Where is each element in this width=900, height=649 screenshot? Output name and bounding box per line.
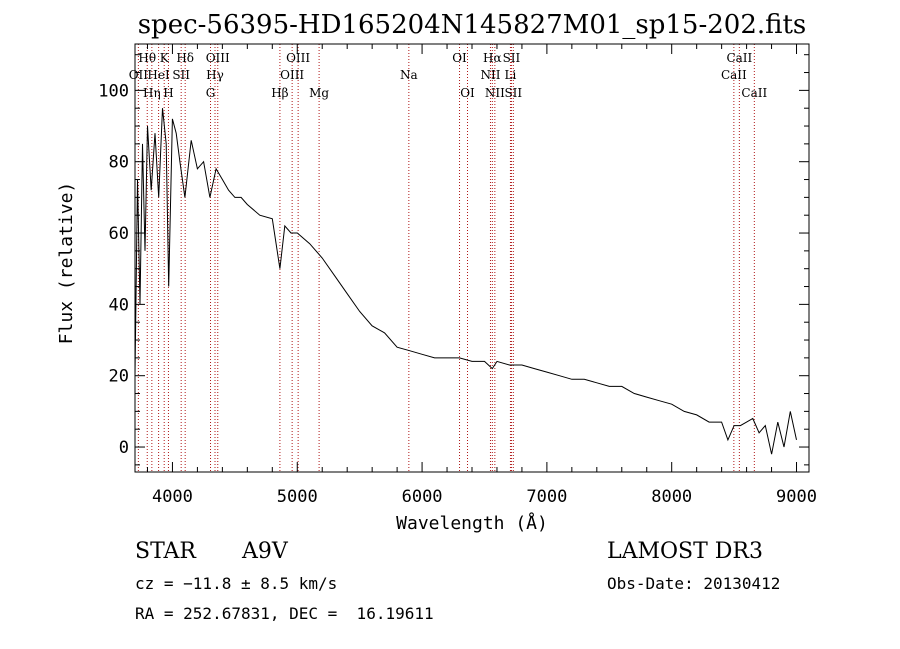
x-tick-label-5: 9000 (776, 487, 817, 507)
spectral-line-markers (137, 44, 755, 472)
line-label-14: Mg (309, 86, 329, 100)
x-tick-label-4: 8000 (651, 487, 692, 507)
line-label-18: Hα (483, 51, 502, 65)
redshift-velocity: cz = −11.8 ± 8.5 km/s (135, 574, 338, 593)
line-label-6: Hδ (176, 51, 194, 65)
line-label-11: Hβ (271, 86, 288, 100)
line-label-19: NII (480, 68, 500, 82)
plot-frame (134, 43, 810, 473)
y-tick-label-0: 0 (119, 438, 129, 458)
object-class: STAR (135, 539, 196, 564)
line-label-1: OII (129, 68, 149, 82)
x-tick-label-1: 5000 (277, 487, 318, 507)
line-label-3: K (160, 51, 170, 65)
line-label-24: CaII (726, 51, 752, 65)
line-label-7: SII (172, 68, 190, 82)
line-label-2: Hη (143, 86, 161, 100)
object-subclass: A9V (242, 539, 288, 564)
spectrum-line (134, 108, 797, 455)
y-tick-label-4: 80 (109, 153, 129, 173)
y-tick-label-5: 100 (98, 81, 129, 101)
line-label-23: SII (504, 86, 522, 100)
line-label-13: OIII (280, 68, 304, 82)
x-tick-label-2: 6000 (402, 487, 443, 507)
line-label-25: CaII (721, 68, 747, 82)
line-label-10: G (206, 86, 216, 100)
chart-title: spec-56395-HD165204N145827M01_sp15-202.f… (138, 10, 807, 40)
y-axis-ticks: 0 20 40 60 80 100 (98, 54, 809, 466)
line-label-8: OIII (206, 51, 230, 65)
line-label-4: HeI (147, 68, 170, 82)
observation-date: Obs-Date: 20130412 (607, 574, 781, 593)
x-tick-label-3: 7000 (526, 487, 567, 507)
y-tick-label-2: 40 (109, 295, 129, 315)
line-label-20: NII (485, 86, 505, 100)
line-label-9: Hγ (206, 68, 224, 82)
spectral-line-labels: Hθ OII Hη K HeI H Hδ SII OIII Hγ G Hβ OIII OIII Mg Na OI… (129, 51, 768, 100)
x-axis-ticks: 4000 5000 6000 7000 8000 9000 (146, 44, 817, 507)
survey-name: LAMOST DR3 (607, 539, 763, 564)
y-tick-label-3: 60 (109, 224, 129, 244)
y-tick-label-1: 20 (109, 367, 129, 387)
y-axis-label: Flux (relative) (56, 182, 77, 345)
line-label-26: CaII (741, 86, 767, 100)
line-label-21: SII (503, 51, 521, 65)
x-axis-label: Wavelength (Å) (396, 512, 548, 534)
line-label-0: Hθ (138, 51, 156, 65)
coordinates: RA = 252.67831, DEC = 16.19611 (135, 604, 434, 623)
line-label-16: OI (452, 51, 467, 65)
line-label-17: OI (460, 86, 475, 100)
line-label-12: OIII (286, 51, 310, 65)
line-label-5: H (163, 86, 173, 100)
x-tick-label-0: 4000 (152, 487, 193, 507)
line-label-15: Na (400, 68, 418, 82)
line-label-22: Li (505, 68, 517, 82)
